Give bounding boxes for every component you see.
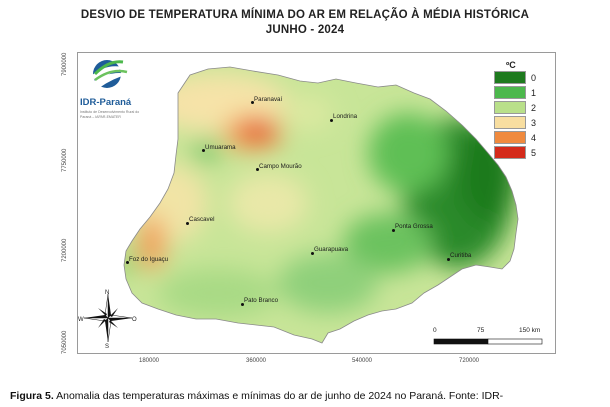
legend-label: 4 bbox=[531, 132, 537, 143]
city-label-ponta-grossa: Ponta Grossa bbox=[395, 223, 433, 230]
city-marker bbox=[186, 222, 189, 225]
map-legend: ºC 0 1 2 3 4 5 bbox=[494, 60, 552, 160]
legend-label: 1 bbox=[531, 87, 537, 98]
legend-swatch bbox=[494, 86, 526, 99]
legend-label: 3 bbox=[531, 117, 537, 128]
title-line-1: DESVIO DE TEMPERATURA MÍNIMA DO AR EM RE… bbox=[80, 9, 530, 21]
legend-swatch bbox=[494, 116, 526, 129]
scale-bar-graphic bbox=[433, 338, 543, 345]
city-marker bbox=[251, 101, 254, 104]
scale-label-150: 150 km bbox=[519, 327, 541, 334]
legend-item: 1 bbox=[494, 85, 552, 100]
legend-swatch bbox=[494, 101, 526, 114]
legend-swatch bbox=[494, 146, 526, 159]
map-title: DESVIO DE TEMPERATURA MÍNIMA DO AR EM RE… bbox=[0, 8, 610, 38]
city-marker bbox=[202, 149, 205, 152]
map-frame bbox=[77, 52, 556, 354]
x-tick-label: 720000 bbox=[459, 358, 480, 364]
city-label-umuarama: Umuarama bbox=[205, 144, 236, 151]
city-label-paranavai: Paranavaí bbox=[254, 96, 283, 103]
legend-item: 0 bbox=[494, 70, 552, 85]
compass-rose-icon bbox=[83, 293, 133, 343]
city-label-guarapuava: Guarapuava bbox=[314, 246, 349, 253]
legend-label: 2 bbox=[531, 102, 537, 113]
legend-swatch bbox=[494, 131, 526, 144]
map-canvas bbox=[83, 66, 519, 344]
city-marker bbox=[392, 229, 395, 232]
city-label-londrina: Londrina bbox=[333, 113, 358, 120]
temperature-anomaly-surface bbox=[124, 67, 518, 343]
x-tick-label: 540000 bbox=[352, 358, 373, 364]
x-tick-label: 180000 bbox=[139, 358, 160, 364]
city-marker bbox=[311, 252, 314, 255]
city-label-curitiba: Curitiba bbox=[450, 252, 472, 259]
figure-caption: Figura 5. Anomalia das temperaturas máxi… bbox=[10, 390, 610, 402]
city-label-cascavel: Cascavel bbox=[189, 216, 215, 223]
city-marker bbox=[241, 303, 244, 306]
y-tick-label: 7200000 bbox=[62, 238, 68, 262]
idr-parana-logo-icon bbox=[91, 60, 129, 88]
legend-swatch bbox=[494, 71, 526, 84]
city-label-campo-mourao: Campo Mourão bbox=[259, 163, 302, 170]
scale-label-0: 0 bbox=[433, 327, 437, 334]
x-tick-label: 360000 bbox=[246, 358, 267, 364]
y-tick-label: 7750000 bbox=[62, 148, 68, 172]
legend-item: 3 bbox=[494, 115, 552, 130]
city-marker bbox=[256, 168, 259, 171]
legend-label: 5 bbox=[531, 147, 537, 158]
legend-item: 5 bbox=[494, 145, 552, 160]
caption-figure-number: Figura 5. bbox=[10, 390, 54, 402]
y-tick-label: 7050000 bbox=[62, 330, 68, 354]
logo-name: IDR-Paraná bbox=[80, 97, 132, 108]
legend-unit: ºC bbox=[506, 60, 516, 70]
city-label-foz-do-iguacu: Foz do Iguaçu bbox=[129, 256, 169, 263]
logo-subtitle: Instituto de Desenvolvimento Rural do Pa… bbox=[80, 110, 140, 119]
city-marker bbox=[126, 261, 129, 264]
legend-label: 0 bbox=[531, 72, 537, 83]
scale-label-75: 75 bbox=[477, 327, 485, 334]
compass-east-label: O bbox=[132, 317, 137, 323]
compass-south-label: S bbox=[105, 344, 110, 350]
caption-text: Anomalia das temperaturas máximas e míni… bbox=[53, 390, 504, 402]
city-marker bbox=[447, 258, 450, 261]
city-marker bbox=[330, 119, 333, 122]
compass-north-label: N bbox=[105, 290, 110, 296]
compass-west-label: W bbox=[78, 317, 84, 323]
y-tick-label: 7900000 bbox=[62, 52, 68, 76]
title-line-2: JUNHO - 2024 bbox=[265, 24, 345, 36]
city-label-pato-branco: Pato Branco bbox=[244, 297, 279, 304]
legend-item: 2 bbox=[494, 100, 552, 115]
legend-item: 4 bbox=[494, 130, 552, 145]
state-boundary bbox=[123, 66, 519, 344]
